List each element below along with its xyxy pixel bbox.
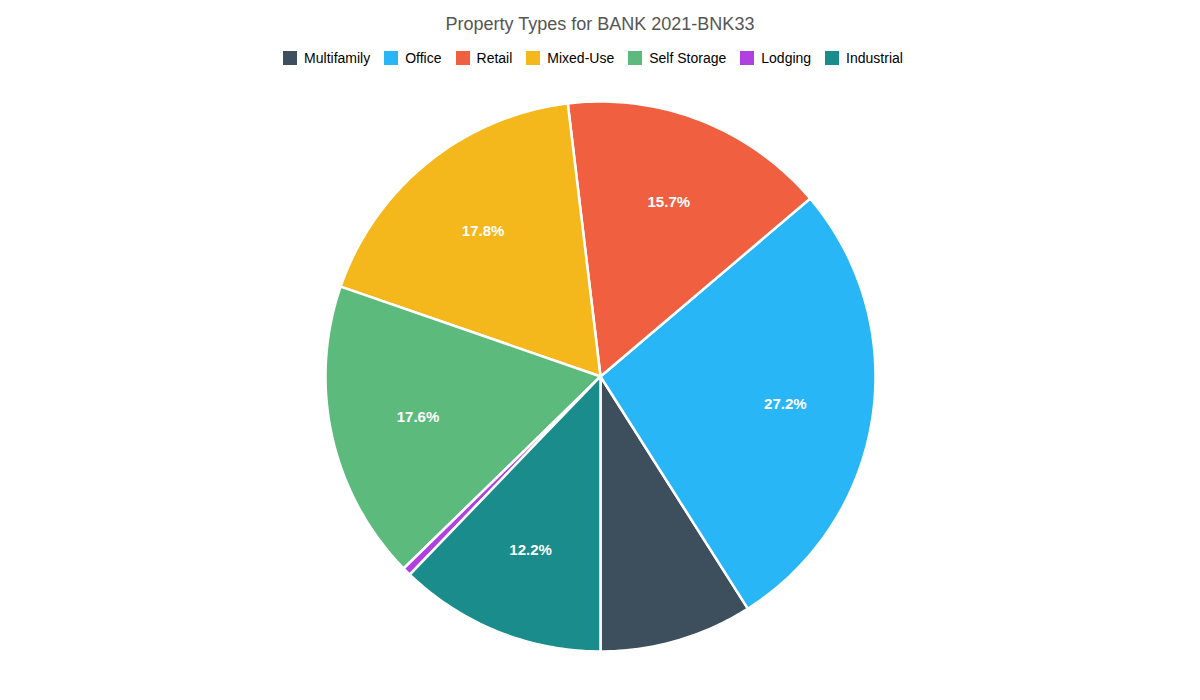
svg-text:17.6%: 17.6% — [397, 408, 440, 425]
html-text:Self Storage: Self Storage — [649, 49, 727, 66]
html-text:Multifamily: Multifamily — [304, 49, 371, 66]
html-text:Lodging: Lodging — [761, 49, 812, 66]
html-text:Retail: Retail — [476, 49, 513, 66]
html-text:Office: Office — [405, 49, 442, 66]
html-text:Property Types for BANK 2021-B: Property Types for BANK 2021-BNK33 — [445, 14, 755, 34]
html-text:Mixed-Use: Mixed-Use — [547, 49, 615, 66]
svg-text:12.2%: 12.2% — [509, 541, 552, 558]
html-text:Industrial: Industrial — [846, 49, 903, 66]
svg-text:17.8%: 17.8% — [462, 222, 505, 239]
svg-text:15.7%: 15.7% — [648, 193, 691, 210]
svg-text:27.2%: 27.2% — [764, 395, 807, 412]
